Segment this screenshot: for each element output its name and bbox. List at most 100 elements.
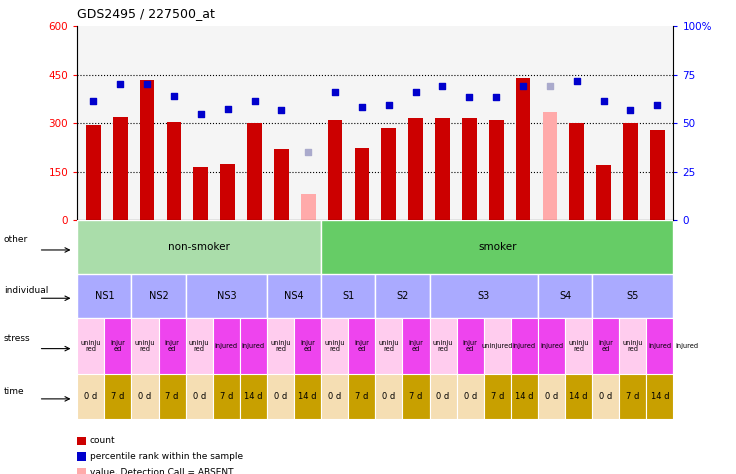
Bar <box>321 318 348 374</box>
Text: value, Detection Call = ABSENT: value, Detection Call = ABSENT <box>90 468 233 474</box>
Bar <box>321 374 348 419</box>
Point <box>88 97 99 104</box>
Text: 14 d: 14 d <box>244 392 263 401</box>
Point <box>464 93 475 101</box>
Bar <box>77 274 132 318</box>
Point <box>490 93 502 101</box>
Bar <box>462 118 477 220</box>
Bar <box>619 374 646 419</box>
Bar <box>301 194 316 220</box>
Bar <box>511 318 538 374</box>
Text: 0 d: 0 d <box>328 392 342 401</box>
Text: uninju
red: uninju red <box>378 340 399 352</box>
Point <box>168 92 180 100</box>
Bar <box>105 318 132 374</box>
Bar <box>105 374 132 419</box>
Bar <box>650 130 665 220</box>
Bar <box>403 318 430 374</box>
Text: 0 d: 0 d <box>545 392 558 401</box>
Text: uninju
red: uninju red <box>568 340 589 352</box>
Bar <box>213 318 240 374</box>
Bar <box>375 274 430 318</box>
Point <box>329 89 341 96</box>
Bar <box>403 374 430 419</box>
Text: smoker: smoker <box>478 242 517 252</box>
Bar <box>132 274 185 318</box>
Text: 7 d: 7 d <box>166 392 179 401</box>
Bar <box>565 374 592 419</box>
Text: injured: injured <box>648 343 671 349</box>
Text: GDS2495 / 227500_at: GDS2495 / 227500_at <box>77 7 215 20</box>
Bar <box>267 374 294 419</box>
Bar <box>294 318 321 374</box>
Text: 7 d: 7 d <box>491 392 504 401</box>
Text: 0 d: 0 d <box>193 392 206 401</box>
Bar <box>408 118 423 220</box>
Text: S2: S2 <box>396 291 408 301</box>
Text: injured: injured <box>215 343 238 349</box>
Text: injured: injured <box>242 343 265 349</box>
Bar <box>77 318 105 374</box>
Bar <box>321 220 673 274</box>
Text: 7 d: 7 d <box>355 392 369 401</box>
Bar <box>86 125 101 220</box>
Bar <box>646 318 673 374</box>
Bar <box>619 318 646 374</box>
Text: uninju
red: uninju red <box>623 340 643 352</box>
Text: 0 d: 0 d <box>464 392 477 401</box>
Text: other: other <box>4 236 28 245</box>
Bar <box>113 117 127 220</box>
Text: 14 d: 14 d <box>651 392 669 401</box>
Text: 14 d: 14 d <box>570 392 588 401</box>
Text: 0 d: 0 d <box>382 392 395 401</box>
Point <box>195 110 207 118</box>
Text: time: time <box>4 386 24 395</box>
Bar <box>355 147 369 220</box>
Bar <box>348 318 375 374</box>
Point <box>249 97 261 104</box>
Bar <box>430 318 456 374</box>
Text: 0 d: 0 d <box>274 392 287 401</box>
Point <box>651 101 663 109</box>
Text: S5: S5 <box>626 291 639 301</box>
Bar <box>592 274 673 318</box>
Text: 0 d: 0 d <box>436 392 450 401</box>
Text: uninju
red: uninju red <box>325 340 345 352</box>
Point <box>410 89 422 96</box>
Bar <box>516 78 531 220</box>
Text: non-smoker: non-smoker <box>169 242 230 252</box>
Text: uninju
red: uninju red <box>80 340 101 352</box>
Bar <box>596 165 611 220</box>
Bar <box>247 123 262 220</box>
Bar <box>484 374 511 419</box>
Bar <box>294 374 321 419</box>
Point <box>571 77 583 85</box>
Point <box>222 105 233 112</box>
Bar <box>267 318 294 374</box>
Bar <box>430 374 456 419</box>
Bar <box>220 164 235 220</box>
Text: 7 d: 7 d <box>219 392 233 401</box>
Point <box>544 82 556 90</box>
Text: individual: individual <box>4 286 49 295</box>
Bar <box>185 318 213 374</box>
Point <box>436 82 448 90</box>
Text: NS4: NS4 <box>284 291 304 301</box>
Text: NS2: NS2 <box>149 291 169 301</box>
Text: 7 d: 7 d <box>111 392 124 401</box>
Bar <box>489 120 503 220</box>
Bar <box>592 318 619 374</box>
Bar <box>542 112 557 220</box>
Bar <box>511 374 538 419</box>
Bar <box>274 149 289 220</box>
Text: uninjured: uninjured <box>481 343 513 349</box>
Text: uninju
red: uninju red <box>135 340 155 352</box>
Bar <box>381 128 396 220</box>
Bar <box>132 318 158 374</box>
Bar <box>375 318 403 374</box>
Text: injur
ed: injur ed <box>300 340 315 352</box>
Bar <box>484 318 511 374</box>
Bar <box>240 374 267 419</box>
Bar <box>158 374 185 419</box>
Text: injur
ed: injur ed <box>354 340 369 352</box>
